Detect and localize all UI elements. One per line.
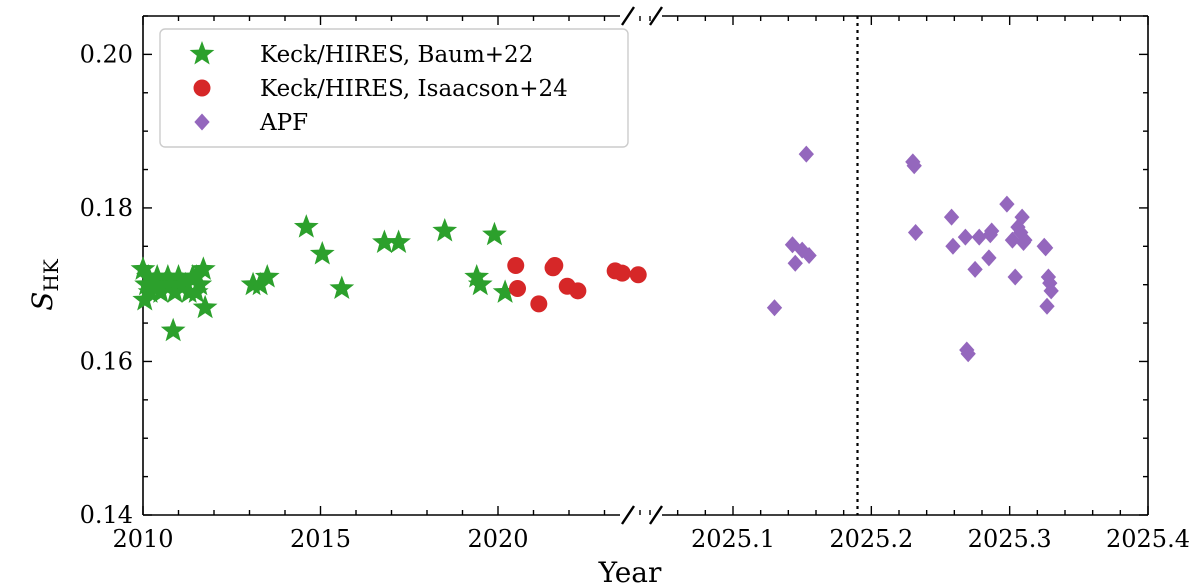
data-points <box>130 16 1059 515</box>
axis-break-mark <box>621 6 635 26</box>
x-tick-label: 2025.4 <box>1106 525 1190 553</box>
axis-break-mark <box>649 505 663 525</box>
legend-label: APF <box>259 110 308 136</box>
y-tick-label: 0.16 <box>80 347 133 375</box>
data-point-diamond <box>957 228 974 246</box>
x-tick-label: 2025.2 <box>829 525 913 553</box>
data-point-star <box>372 229 397 253</box>
legend-marker-diamond <box>194 113 210 131</box>
y-axis-label-sub: HK <box>39 258 63 291</box>
data-point-circle <box>509 280 527 298</box>
data-point-star <box>144 264 170 288</box>
series-circle-group <box>507 257 647 313</box>
data-point-star <box>482 221 507 246</box>
data-point-diamond <box>907 223 924 241</box>
data-point-star <box>135 264 161 288</box>
data-point-diamond <box>1042 274 1058 292</box>
data-point-diamond <box>1007 268 1023 286</box>
data-point-diamond <box>801 247 817 265</box>
x-axis-label: Year <box>598 556 662 588</box>
x-tick-label: 2025.1 <box>691 525 775 553</box>
data-point-circle <box>613 264 631 282</box>
data-point-circle <box>569 282 587 300</box>
data-point-diamond <box>945 237 961 255</box>
data-point-star <box>166 264 191 288</box>
legend-box <box>159 28 629 148</box>
y-tick-label: 0.18 <box>80 194 133 222</box>
data-point-diamond <box>1043 282 1059 300</box>
data-point-star <box>159 271 184 296</box>
data-point-diamond <box>1017 231 1033 249</box>
data-point-diamond <box>766 299 783 317</box>
data-point-star <box>190 256 216 280</box>
x-tick-label: 2025.3 <box>968 525 1052 553</box>
tick-labels: 0.14 0.16 0.18 0.20 2010 2015 2020 2025.1 2025.2… <box>80 40 1190 553</box>
y-tick-label: 0.14 <box>80 501 133 529</box>
data-point-diamond <box>787 254 803 272</box>
axis-break-mark <box>621 505 635 525</box>
data-point-star <box>155 264 181 288</box>
legend: Keck/HIRES, Baum+22 Keck/HIRES, Isaacson+… <box>159 28 629 148</box>
data-point-star <box>386 229 411 253</box>
x-tick-label: 2010 <box>112 525 173 553</box>
data-point-diamond <box>981 249 997 267</box>
data-point-star <box>173 271 198 296</box>
data-point-diamond <box>1014 208 1030 226</box>
data-point-diamond <box>1037 239 1054 257</box>
data-point-diamond <box>971 228 987 246</box>
legend-marker-circle <box>193 79 211 97</box>
data-point-diamond <box>906 157 922 175</box>
data-point-circle <box>546 257 564 274</box>
data-point-star <box>247 271 273 296</box>
data-point-diamond <box>999 195 1015 213</box>
data-point-circle <box>507 257 525 274</box>
data-point-star <box>162 279 188 303</box>
axis-break-mark <box>649 6 663 26</box>
legend-marker-star <box>189 41 215 65</box>
data-point-star <box>143 271 168 296</box>
data-point-star <box>192 294 218 319</box>
plot-frame <box>142 6 1149 525</box>
data-point-star <box>293 214 319 238</box>
data-point-diamond <box>943 208 960 226</box>
data-point-diamond <box>798 145 814 163</box>
data-point-star <box>160 317 186 342</box>
data-point-diamond <box>1013 223 1029 241</box>
data-point-star <box>492 279 518 303</box>
data-point-circle <box>629 266 647 284</box>
data-point-circle <box>530 295 548 313</box>
legend-label: Keck/HIRES, Isaacson+24 <box>260 76 568 102</box>
data-point-star <box>130 256 156 280</box>
x-tick-label: 2015 <box>290 525 351 553</box>
y-tick-label: 0.20 <box>80 40 133 68</box>
y-axis-label: SHK <box>26 258 63 311</box>
y-axis-label-main: S <box>26 292 59 311</box>
series-diamond-group <box>766 145 1059 363</box>
data-point-diamond <box>960 345 976 363</box>
x-tick-label: 2020 <box>467 525 528 553</box>
data-point-diamond <box>984 222 1000 240</box>
data-point-star <box>254 264 280 288</box>
data-point-star <box>309 240 335 265</box>
data-point-diamond <box>1039 297 1055 315</box>
data-point-star <box>467 271 493 296</box>
data-point-star <box>432 217 458 242</box>
data-point-star <box>329 275 355 300</box>
legend-label: Keck/HIRES, Baum+22 <box>260 42 533 68</box>
series-star-group <box>130 214 518 342</box>
data-point-star <box>464 264 490 288</box>
data-point-star <box>183 264 209 288</box>
data-point-diamond <box>967 260 983 278</box>
